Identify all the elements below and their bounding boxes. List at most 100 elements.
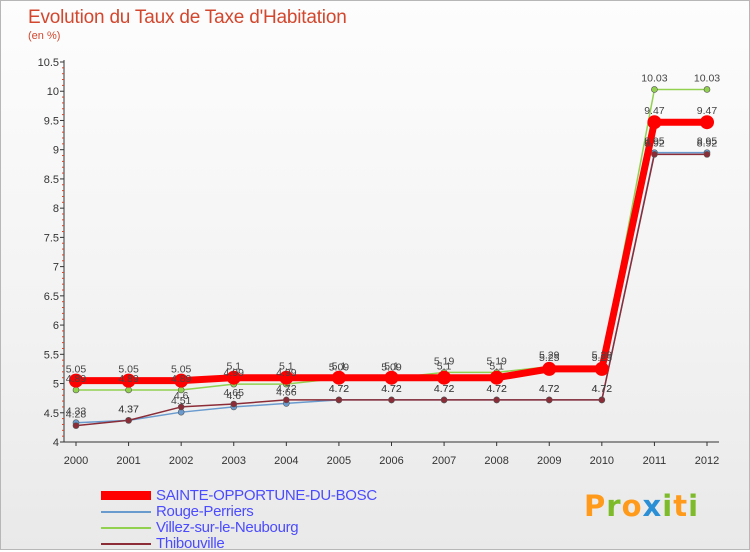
logo-letter: o — [621, 489, 643, 523]
data-label: 9.47 — [644, 105, 665, 117]
data-point — [72, 422, 80, 429]
data-point — [331, 370, 346, 385]
data-point — [594, 361, 609, 376]
y-minor-tick — [62, 143, 64, 145]
y-minor-tick — [62, 371, 64, 373]
y-minor-tick — [62, 213, 64, 215]
y-tick-label: 4 — [53, 437, 59, 449]
data-label: 4.6 — [174, 390, 189, 402]
data-label: 5.1 — [226, 361, 241, 373]
y-minor-tick — [62, 283, 64, 285]
y-minor-tick — [62, 254, 64, 256]
y-minor-tick — [62, 359, 64, 361]
y-minor-tick — [62, 377, 64, 379]
data-label: 4.72 — [329, 383, 350, 395]
data-label: 4.72 — [486, 383, 507, 395]
data-label: 10.03 — [641, 72, 667, 84]
data-label: 4.37 — [118, 403, 139, 415]
data-point — [703, 151, 711, 158]
data-label: 4.89 — [171, 373, 192, 385]
y-tick-label: 8 — [53, 203, 59, 215]
data-label: 4.72 — [539, 383, 560, 395]
data-label: 5.1 — [384, 361, 399, 373]
data-label: 4.72 — [434, 383, 455, 395]
y-tick-label: 9 — [53, 145, 59, 157]
data-label: 5.1 — [332, 361, 347, 373]
y-minor-tick — [62, 184, 64, 186]
y-tick-label: 10.5 — [38, 57, 59, 69]
data-point — [174, 373, 189, 388]
x-tick-label: 2011 — [643, 455, 667, 467]
y-minor-tick — [62, 271, 64, 273]
x-tick-label: 2005 — [327, 455, 351, 467]
data-label: 8.92 — [644, 137, 665, 149]
data-point — [542, 361, 557, 376]
y-minor-tick — [62, 289, 64, 291]
data-label: 4.37 — [118, 403, 139, 415]
data-label: 5.05 — [171, 364, 192, 376]
data-label: 8.95 — [697, 136, 718, 148]
logo-letter: i — [688, 489, 700, 523]
y-minor-tick — [62, 365, 64, 367]
data-label: 5.09 — [329, 361, 350, 373]
y-tick-label: 9.5 — [44, 115, 59, 127]
data-label: 4.72 — [434, 383, 455, 395]
data-point — [177, 403, 185, 411]
y-tick-label: 6 — [53, 320, 59, 332]
y-minor-tick — [62, 336, 64, 338]
data-label: 4.89 — [66, 373, 87, 385]
y-tick-label: 5.5 — [44, 349, 59, 361]
y-tick-label: 7 — [53, 262, 59, 274]
data-label: 4.72 — [592, 383, 613, 395]
data-label: 4.89 — [118, 373, 139, 385]
x-tick-label: 2002 — [169, 455, 193, 467]
data-point — [384, 370, 399, 385]
data-point — [279, 370, 294, 385]
y-minor-tick — [62, 330, 64, 332]
y-minor-tick — [62, 312, 64, 314]
y-minor-tick — [62, 429, 64, 431]
legend-swatch-red — [101, 491, 151, 500]
proxiti-logo: Proxiti — [584, 489, 699, 523]
y-minor-tick — [62, 406, 64, 408]
y-tick-label: 6.5 — [44, 291, 59, 303]
data-label: 4.65 — [224, 387, 245, 399]
data-label: 4.28 — [66, 409, 87, 421]
data-point — [230, 400, 238, 408]
data-label: 4.51 — [171, 395, 192, 407]
y-minor-tick — [62, 125, 64, 127]
data-label: 4.72 — [381, 383, 402, 395]
y-minor-tick — [62, 137, 64, 139]
x-tick-label: 2012 — [695, 455, 719, 467]
data-label: 4.6 — [226, 390, 241, 402]
y-minor-tick — [62, 131, 64, 133]
legend-label: Villez-sur-le-Neubourg — [156, 519, 299, 536]
y-minor-tick — [62, 423, 64, 425]
x-tick-label: 2006 — [379, 455, 403, 467]
data-label: 8.92 — [697, 137, 718, 149]
x-tick-label: 2004 — [274, 455, 298, 467]
x-tick-label: 2003 — [222, 455, 246, 467]
data-label: 5.09 — [381, 361, 402, 373]
x-tick-label: 2010 — [590, 455, 614, 467]
y-minor-tick — [62, 435, 64, 437]
data-label: 4.66 — [276, 386, 297, 398]
y-minor-tick — [62, 400, 64, 402]
data-label: 5.05 — [118, 364, 139, 376]
data-label: 5.25 — [539, 352, 560, 364]
data-point — [125, 417, 132, 424]
data-label: 8.95 — [644, 136, 665, 148]
logo-letter: P — [584, 489, 607, 523]
chart-subtitle: (en %) — [28, 30, 61, 42]
y-minor-tick — [62, 172, 64, 174]
x-tick-label: 2000 — [64, 455, 88, 467]
y-minor-tick — [62, 394, 64, 396]
y-minor-tick — [62, 79, 64, 81]
data-point — [335, 396, 343, 404]
y-minor-tick — [62, 277, 64, 279]
data-label: 4.99 — [276, 367, 297, 379]
data-label: 9.47 — [697, 105, 718, 117]
y-minor-tick — [62, 195, 64, 197]
